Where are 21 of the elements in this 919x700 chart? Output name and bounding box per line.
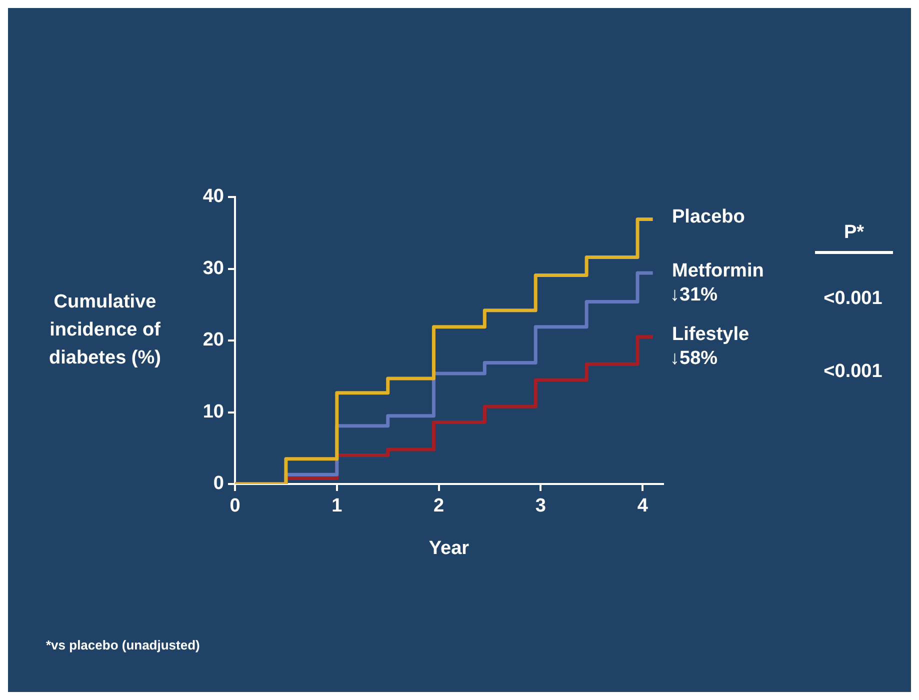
series-label: Placebo [672,206,745,228]
text: <0.001 [824,361,883,382]
x-tick-label: 2 [434,496,444,517]
text: <0.001 [824,288,883,310]
text: P* [844,222,865,244]
x-tick-label: 3 [535,496,546,517]
y-tick-label: 10 [202,401,224,422]
y-tick-label: 0 [213,473,224,494]
text: ↓58% [670,348,718,370]
x-tick-label: 0 [230,496,240,517]
y-axis-title: Cumulative incidence of diabetes (%) [49,292,162,369]
text: ↓31% [670,284,718,306]
x-tick-label: 4 [637,496,648,517]
x-tick-label: 1 [332,496,343,517]
series-label: Lifestyle [672,324,750,346]
y-tick-label: 20 [202,330,224,351]
x-axis-title: Year [428,538,470,559]
text: *vs placebo (unadjusted) [46,638,200,653]
y-tick-label: 30 [202,258,224,279]
y-tick-label: 40 [202,186,224,208]
series-label: Metformin [672,260,764,282]
